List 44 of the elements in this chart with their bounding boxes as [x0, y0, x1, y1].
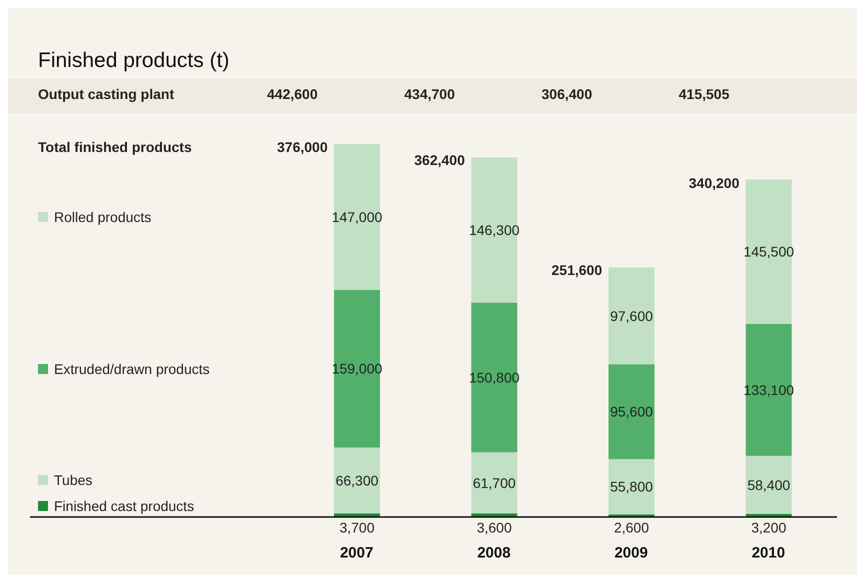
- bar: [334, 144, 380, 290]
- bar: [471, 302, 518, 452]
- text: 415,505: [678, 85, 730, 103]
- total-label: 251,600: [552, 261, 602, 280]
- data-label: 3,700: [339, 519, 375, 536]
- text: Output casting plant: [38, 85, 174, 103]
- text: 442,600: [267, 85, 318, 103]
- bar: [746, 324, 792, 456]
- total-label: 362,400: [414, 151, 465, 170]
- bar: [608, 364, 654, 460]
- bar: [608, 459, 654, 514]
- total-label: 376,000: [277, 138, 328, 156]
- text: 434,700: [404, 85, 455, 103]
- data-label: 97,600: [610, 308, 654, 324]
- legend-label: Finished cast products: [54, 497, 194, 515]
- legend-label: Rolled products: [54, 208, 152, 226]
- data-label: 146,300: [468, 222, 520, 238]
- chart-title: Finished products (t): [38, 48, 230, 74]
- bar: [334, 290, 380, 448]
- bar: [334, 448, 380, 514]
- bar: [608, 267, 654, 364]
- x-tick-label: 2009: [614, 544, 648, 562]
- text: Total finished products: [38, 138, 192, 156]
- data-label: 2,600: [614, 519, 650, 536]
- data-label: 95,600: [610, 404, 654, 420]
- data-label: 61,700: [472, 474, 516, 491]
- bar: [471, 157, 518, 303]
- legend-label: Extruded/drawn products: [54, 360, 210, 378]
- data-label: 3,200: [751, 519, 786, 536]
- data-label: 55,800: [610, 478, 654, 495]
- total-label: 340,200: [688, 174, 740, 192]
- data-label: 66,300: [336, 472, 379, 488]
- bar: [471, 452, 518, 514]
- data-label: 147,000: [332, 208, 383, 225]
- x-tick-label: 2008: [477, 544, 511, 562]
- x-tick-label: 2007: [340, 544, 374, 562]
- data-label: 145,500: [743, 244, 794, 260]
- x-tick-label: 2010: [752, 544, 786, 562]
- bar: [746, 456, 792, 514]
- text: 306,400: [542, 85, 592, 103]
- data-label: 58,400: [747, 476, 790, 493]
- legend-label: Tubes: [54, 471, 92, 490]
- data-label: 3,600: [476, 519, 512, 536]
- bar: [746, 180, 792, 324]
